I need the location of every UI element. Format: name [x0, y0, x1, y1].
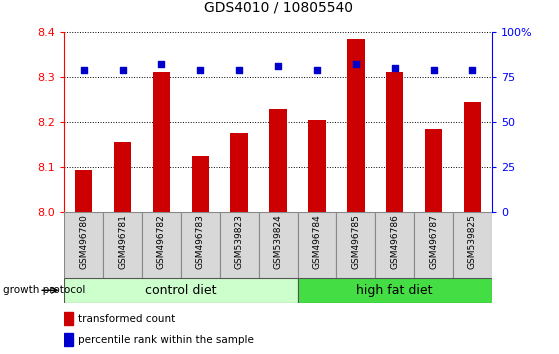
- Bar: [64, 312, 73, 325]
- Text: transformed count: transformed count: [78, 314, 176, 324]
- Bar: [375, 212, 414, 278]
- Point: [429, 67, 438, 73]
- Bar: [425, 129, 442, 212]
- Bar: [220, 212, 259, 278]
- Text: GSM496786: GSM496786: [390, 215, 399, 269]
- Bar: [153, 73, 170, 212]
- Bar: [308, 120, 326, 212]
- Bar: [64, 333, 73, 346]
- Text: percentile rank within the sample: percentile rank within the sample: [78, 335, 254, 345]
- Bar: [230, 133, 248, 212]
- Text: growth protocol: growth protocol: [3, 285, 85, 295]
- Point: [235, 67, 244, 73]
- Text: GDS4010 / 10805540: GDS4010 / 10805540: [203, 0, 353, 14]
- Text: GSM496781: GSM496781: [118, 215, 127, 269]
- Bar: [464, 102, 481, 212]
- Bar: [192, 156, 209, 212]
- Bar: [64, 278, 297, 303]
- Text: GSM496780: GSM496780: [79, 215, 88, 269]
- Point: [312, 67, 321, 73]
- Point: [273, 63, 282, 69]
- Point: [390, 65, 399, 71]
- Bar: [347, 39, 364, 212]
- Bar: [297, 212, 337, 278]
- Bar: [414, 212, 453, 278]
- Point: [468, 67, 477, 73]
- Text: GSM539823: GSM539823: [235, 215, 244, 269]
- Bar: [337, 212, 375, 278]
- Bar: [181, 212, 220, 278]
- Point: [157, 62, 166, 67]
- Bar: [64, 212, 103, 278]
- Text: GSM496783: GSM496783: [196, 215, 205, 269]
- Bar: [453, 212, 492, 278]
- Text: GSM496784: GSM496784: [312, 215, 321, 269]
- Text: GSM539825: GSM539825: [468, 215, 477, 269]
- Text: GSM496782: GSM496782: [157, 215, 166, 269]
- Text: GSM496785: GSM496785: [352, 215, 361, 269]
- Point: [196, 67, 205, 73]
- Text: control diet: control diet: [145, 284, 217, 297]
- Bar: [259, 212, 297, 278]
- Text: high fat diet: high fat diet: [357, 284, 433, 297]
- Bar: [142, 212, 181, 278]
- Bar: [269, 109, 287, 212]
- Text: GSM496787: GSM496787: [429, 215, 438, 269]
- Bar: [103, 212, 142, 278]
- Point: [79, 67, 88, 73]
- Bar: [75, 170, 92, 212]
- Point: [118, 67, 127, 73]
- Bar: [114, 142, 131, 212]
- Point: [352, 62, 361, 67]
- Bar: [386, 73, 404, 212]
- Bar: [297, 278, 492, 303]
- Text: GSM539824: GSM539824: [273, 215, 283, 269]
